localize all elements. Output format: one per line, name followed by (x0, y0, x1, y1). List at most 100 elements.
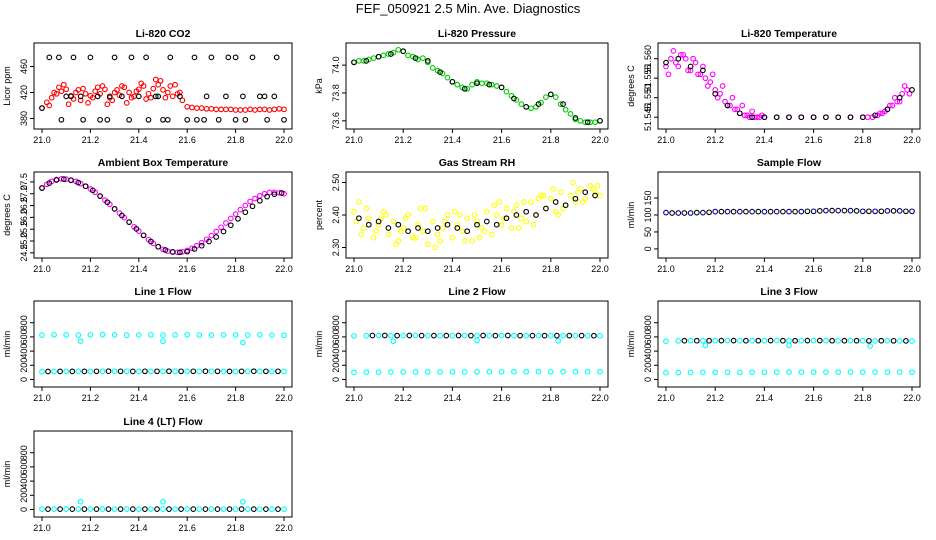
data-point (87, 54, 94, 61)
y-axis-label: ml/min (626, 202, 636, 229)
plot-frame (657, 42, 921, 130)
data-point (486, 368, 493, 375)
data-point (208, 368, 215, 375)
data-point (250, 506, 257, 512)
data-point (903, 338, 909, 344)
data-point (437, 332, 443, 339)
data-point (682, 55, 689, 62)
data-point (878, 208, 885, 215)
data-point (351, 208, 357, 215)
data-point (81, 368, 88, 375)
data-point (798, 114, 805, 121)
data-point (823, 207, 829, 214)
data-point (424, 332, 431, 339)
data-point (884, 369, 891, 376)
data-point (269, 506, 275, 512)
data-point (252, 107, 258, 113)
data-point (99, 331, 106, 338)
data-point (57, 368, 63, 375)
data-point (39, 332, 45, 338)
data-point (887, 102, 893, 109)
data-point (461, 85, 468, 92)
plot-frame (33, 42, 293, 130)
data-point (87, 331, 94, 338)
data-point (148, 331, 154, 338)
data-point (191, 54, 198, 61)
data-point (706, 209, 712, 216)
data-point (681, 210, 688, 216)
data-point (594, 182, 601, 189)
x-tick-label: 21.0 (657, 264, 675, 274)
data-point (835, 207, 842, 214)
data-point (123, 506, 130, 512)
data-point (397, 228, 404, 235)
data-point (232, 506, 239, 512)
data-point (206, 238, 212, 245)
data-point (155, 93, 162, 100)
data-point (356, 215, 362, 222)
data-point (461, 369, 468, 375)
data-point (734, 106, 741, 113)
data-point (160, 498, 166, 505)
data-point (77, 498, 84, 505)
data-point (437, 369, 443, 375)
data-point (575, 189, 581, 196)
data-point (240, 339, 246, 346)
data-point (439, 225, 446, 231)
data-point (889, 102, 896, 109)
x-tick-label: 21.4 (756, 135, 774, 145)
y-tick-label: 800 (19, 445, 29, 460)
data-point (422, 205, 429, 212)
series-co2-1 (39, 54, 287, 123)
data-point (97, 116, 103, 123)
data-point (196, 332, 203, 338)
data-point (498, 332, 505, 339)
data-point (555, 337, 562, 344)
data-point (896, 94, 903, 101)
x-tick-label: 21.8 (542, 264, 560, 274)
data-point (547, 195, 554, 202)
chart-line2: Line 2 Flow 21.0 21.2 21.4 21.6 21.8 22.0 0 2004… (314, 286, 609, 403)
data-point (232, 116, 239, 123)
plot-frame (33, 171, 293, 259)
data-point (263, 368, 269, 375)
data-point (363, 369, 370, 376)
data-point (736, 110, 743, 117)
data-point (841, 337, 848, 344)
data-point (60, 81, 67, 88)
y-tick-label: 26.0 (19, 209, 29, 227)
data-point (909, 338, 915, 344)
data-point (126, 89, 132, 96)
data-point (68, 93, 74, 100)
data-point (56, 84, 62, 91)
data-point (474, 80, 480, 87)
x-tick-label: 21.6 (493, 264, 511, 274)
data-point (82, 90, 89, 97)
data-point (663, 338, 669, 345)
x-tick-label: 21.8 (854, 393, 872, 403)
x-tick-label: 21.0 (345, 135, 363, 145)
data-point (540, 192, 547, 199)
chart-pressure: Li-820 Pressure 21.0 21.2 21.4 21.6 21.8 22.0 7… (314, 28, 609, 145)
data-point (51, 331, 57, 338)
data-point (455, 332, 462, 339)
data-point (749, 208, 755, 215)
x-tick-label: 21.2 (706, 135, 724, 145)
data-point (474, 218, 480, 225)
chart-title: Line 1 Flow (134, 286, 192, 298)
data-point (410, 234, 416, 241)
data-point (394, 332, 400, 339)
data-point (687, 369, 694, 376)
chart-title: Li-820 Temperature (741, 28, 837, 40)
data-point (486, 332, 493, 339)
data-point (271, 191, 278, 198)
x-tick-label: 21.4 (130, 264, 148, 274)
chart-co2: Li-820 CO2 21.0 21.2 21.4 21.6 21.8 22.0 380 420… (2, 28, 293, 145)
data-point (835, 369, 842, 376)
data-point (249, 54, 256, 61)
data-point (420, 55, 426, 61)
data-point (729, 94, 736, 101)
data-point (543, 94, 549, 100)
data-point (155, 81, 162, 88)
data-point (405, 52, 411, 59)
